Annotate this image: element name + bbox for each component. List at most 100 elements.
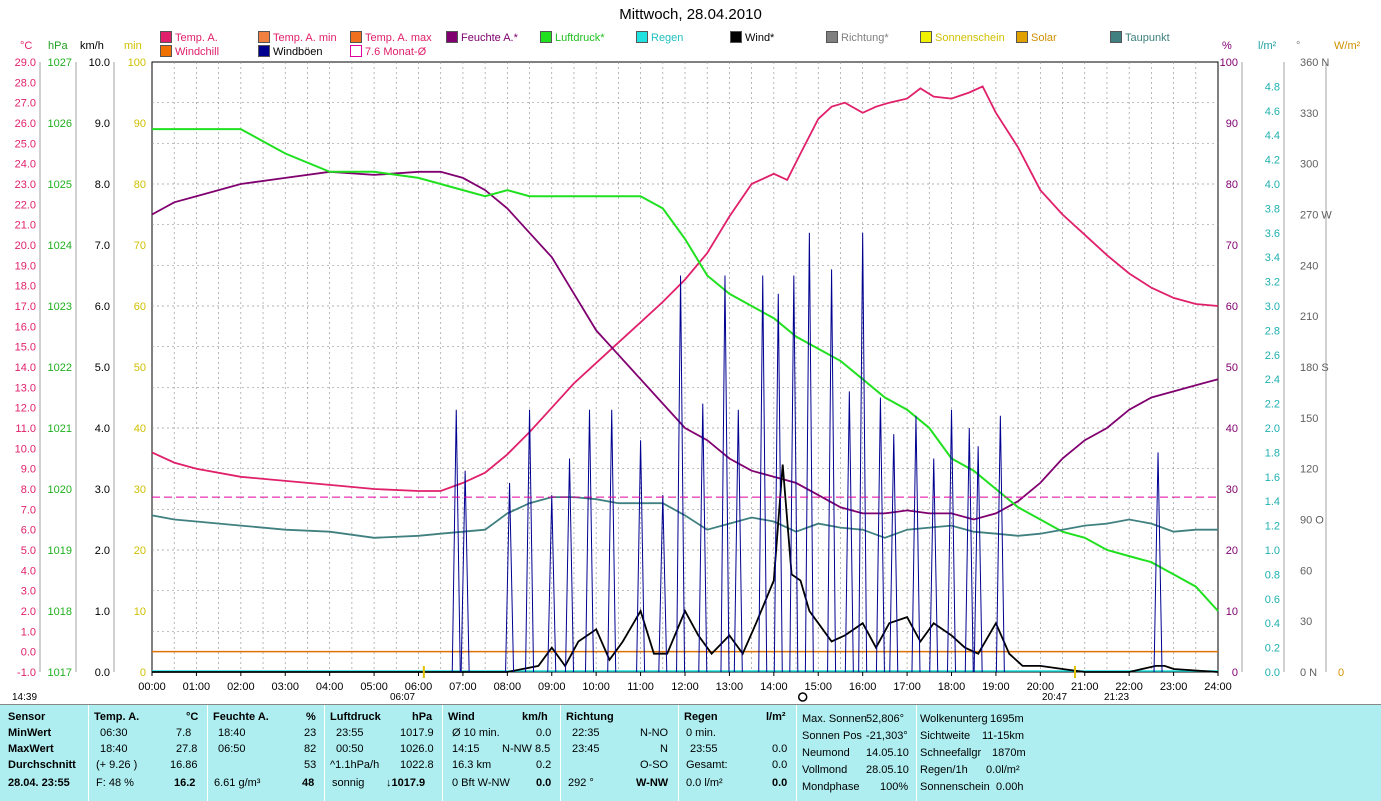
legend-swatch bbox=[160, 45, 172, 57]
x-tick-label: 22:00 bbox=[1115, 681, 1143, 693]
temp-tick-label: 17.0 bbox=[15, 301, 36, 313]
legend-item-temp-min[interactable]: Temp. A. min bbox=[258, 31, 337, 45]
rain-tick-label: 3.4 bbox=[1265, 252, 1280, 264]
legend-label: Solar bbox=[1031, 32, 1057, 44]
rain-tick-label: 2.2 bbox=[1265, 399, 1280, 411]
rain-tick-label: 1.8 bbox=[1265, 447, 1280, 459]
gust-spike bbox=[947, 409, 956, 673]
humidity-tick-label: 90 bbox=[1226, 118, 1238, 130]
summary-table: Sensor Temp. A. °C Feuchte A. % Luftdruc… bbox=[0, 704, 1381, 801]
sun-tick-label: 10 bbox=[134, 606, 146, 618]
header-sensor: Sensor bbox=[8, 711, 46, 723]
header-temp: Temp. A. bbox=[94, 711, 140, 723]
rain-label: Gesamt: bbox=[686, 759, 728, 771]
pressure-tick-label: 1023 bbox=[48, 301, 72, 313]
legend-item-direction[interactable]: Richtung* bbox=[826, 31, 889, 45]
series-line-taupunkt bbox=[151, 496, 1218, 539]
legend-item-pressure[interactable]: Luftdruck* bbox=[540, 31, 605, 45]
legend-item-dewpoint[interactable]: Taupunkt bbox=[1110, 31, 1170, 45]
table-divider bbox=[916, 705, 917, 801]
direction-time: 22:35 bbox=[572, 727, 600, 739]
humidity-tick-label: 10 bbox=[1226, 606, 1238, 618]
legend-item-temp[interactable]: Temp. A. bbox=[160, 31, 218, 45]
humidity-value: 23 bbox=[304, 727, 317, 739]
rain-tick-label: 0.8 bbox=[1265, 569, 1280, 581]
legend-item-wind[interactable]: Wind* bbox=[730, 31, 774, 45]
header-wind: Wind bbox=[448, 711, 475, 723]
x-tick-label: 07:00 bbox=[449, 681, 477, 693]
legend-item-temp-max[interactable]: Temp. A. max bbox=[350, 31, 432, 45]
rain-tick-label: 3.2 bbox=[1265, 277, 1280, 289]
temp-value: 27.8 bbox=[176, 743, 198, 755]
table-divider bbox=[560, 705, 561, 801]
temp-value: 16.2 bbox=[174, 777, 196, 789]
temp-tick-label: 27.0 bbox=[15, 98, 36, 110]
legend-label: Sonnenschein bbox=[935, 32, 1005, 44]
header-pressure-unit: hPa bbox=[412, 711, 433, 723]
pressure-tick-label: 1021 bbox=[48, 423, 72, 435]
temp-tick-label: 21.0 bbox=[15, 220, 36, 232]
sun-tick-label: 80 bbox=[134, 179, 146, 191]
wind-tick-label: 4.0 bbox=[95, 423, 110, 435]
gust-spike bbox=[844, 391, 854, 673]
wind-value: 0.2 bbox=[536, 759, 552, 771]
pressure-value: 1017.9 bbox=[400, 727, 434, 739]
temp-tick-label: 14.0 bbox=[15, 362, 36, 374]
legend-item-sunshine[interactable]: Sonnenschein bbox=[920, 31, 1005, 45]
temp-time: 18:40 bbox=[100, 743, 128, 755]
legend-swatch bbox=[1016, 31, 1028, 43]
unit-wm2: W/m² bbox=[1334, 40, 1361, 52]
gust-spike bbox=[720, 275, 730, 673]
wind-label: Ø 10 min. bbox=[452, 727, 500, 739]
x-tick-label: 02:00 bbox=[227, 681, 255, 693]
temp-tick-label: 28.0 bbox=[15, 77, 36, 89]
pressure-value: ↓1017.9 bbox=[386, 777, 426, 789]
legend-item-month-avg[interactable]: 7.6 Monat-Ø bbox=[350, 45, 426, 59]
temp-tick-label: 25.0 bbox=[15, 138, 36, 150]
pressure-tick-label: 1017 bbox=[48, 667, 72, 679]
table-divider bbox=[796, 705, 797, 801]
gust-spike bbox=[547, 495, 557, 673]
pressure-tick-label: 1018 bbox=[48, 606, 72, 618]
sunset-time: 20:47 bbox=[1042, 692, 1068, 703]
temp-time: (+ 9.26 ) bbox=[96, 759, 138, 771]
humidity-value: 48 bbox=[302, 777, 315, 789]
rain-tick-label: 2.6 bbox=[1265, 350, 1280, 362]
gust-spike bbox=[758, 275, 768, 673]
humidity-abs: 6.61 g/m³ bbox=[214, 777, 261, 789]
extra-key: Neumond bbox=[802, 747, 850, 759]
humidity-value: 82 bbox=[304, 743, 317, 755]
legend-item-windchill[interactable]: Windchill bbox=[160, 45, 219, 59]
legend-item-solar[interactable]: Solar bbox=[1016, 31, 1057, 45]
temp-tick-label: 11.0 bbox=[15, 423, 36, 435]
extra-key: Sonnenschein bbox=[920, 781, 990, 793]
solar-tick-label: 0 bbox=[1338, 667, 1344, 679]
legend-item-gusts[interactable]: Windböen bbox=[258, 45, 323, 59]
x-tick-label: 18:00 bbox=[938, 681, 966, 693]
x-tick-label: 17:00 bbox=[893, 681, 921, 693]
sun-tick-label: 90 bbox=[134, 118, 146, 130]
wind-tick-label: 3.0 bbox=[95, 484, 110, 496]
gust-spike bbox=[875, 397, 885, 673]
wind-tick-label: 7.0 bbox=[95, 240, 110, 252]
gust-spike bbox=[607, 409, 617, 673]
direction-tick-label: 30 bbox=[1300, 616, 1312, 628]
pressure-tick-label: 1020 bbox=[48, 484, 72, 496]
x-tick-label: 03:00 bbox=[271, 681, 299, 693]
direction-tick-label: 330 bbox=[1300, 108, 1318, 120]
series-line-wind bbox=[152, 464, 1219, 673]
pressure-tick-label: 1026 bbox=[48, 118, 72, 130]
humidity-tick-label: 0 bbox=[1232, 667, 1238, 679]
legend-item-humidity[interactable]: Feuchte A.* bbox=[446, 31, 518, 45]
extra-key: Sonnen Pos bbox=[802, 730, 862, 742]
humidity-tick-label: 80 bbox=[1226, 179, 1238, 191]
rain-tick-label: 1.0 bbox=[1265, 545, 1280, 557]
table-divider bbox=[442, 705, 443, 801]
legend-label: Windchill bbox=[175, 46, 220, 58]
legend-label: Temp. A. bbox=[175, 32, 218, 44]
sun-tick-label: 0 bbox=[140, 667, 146, 679]
legend-item-rain[interactable]: Regen bbox=[636, 31, 683, 45]
temp-tick-label: 20.0 bbox=[15, 240, 36, 252]
series-line-feuchtea bbox=[151, 170, 1219, 521]
legend-swatch bbox=[160, 31, 172, 43]
